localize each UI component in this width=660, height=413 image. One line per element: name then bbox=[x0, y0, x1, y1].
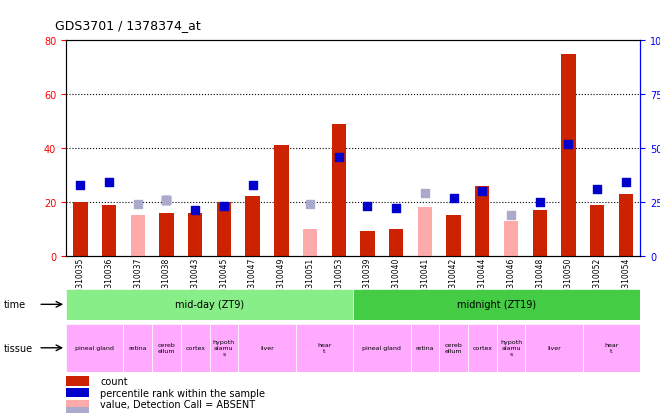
Point bbox=[75, 182, 86, 188]
Point bbox=[362, 203, 373, 210]
Text: retina: retina bbox=[129, 345, 147, 351]
Bar bbox=[389, 229, 403, 256]
Text: retina: retina bbox=[416, 345, 434, 351]
Text: count: count bbox=[100, 376, 128, 386]
Point bbox=[133, 201, 143, 208]
Point bbox=[535, 199, 545, 206]
FancyBboxPatch shape bbox=[238, 324, 296, 372]
Point bbox=[248, 182, 258, 188]
Text: GDS3701 / 1378374_at: GDS3701 / 1378374_at bbox=[55, 19, 200, 32]
Bar bbox=[66, 407, 89, 413]
FancyBboxPatch shape bbox=[296, 324, 353, 372]
Bar bbox=[66, 400, 89, 409]
Text: hypoth
alamu
s: hypoth alamu s bbox=[213, 339, 235, 356]
Point bbox=[620, 180, 631, 186]
Text: cereb
ellum: cereb ellum bbox=[158, 342, 176, 354]
Point bbox=[506, 212, 516, 218]
Text: time: time bbox=[3, 299, 26, 310]
FancyBboxPatch shape bbox=[525, 324, 583, 372]
Text: tissue: tissue bbox=[3, 343, 32, 353]
Point bbox=[161, 197, 172, 204]
Point bbox=[477, 188, 488, 195]
Bar bbox=[475, 186, 490, 256]
Bar bbox=[303, 229, 317, 256]
Point bbox=[592, 186, 603, 193]
Bar bbox=[66, 388, 89, 397]
FancyBboxPatch shape bbox=[66, 324, 123, 372]
Bar bbox=[246, 197, 260, 256]
FancyBboxPatch shape bbox=[210, 324, 238, 372]
Bar bbox=[102, 205, 116, 256]
Text: hypoth
alamu
s: hypoth alamu s bbox=[500, 339, 522, 356]
Text: cortex: cortex bbox=[185, 345, 205, 351]
FancyBboxPatch shape bbox=[353, 324, 411, 372]
Point bbox=[190, 208, 201, 214]
Text: hear
t: hear t bbox=[605, 342, 618, 354]
Point bbox=[333, 154, 344, 161]
Bar bbox=[131, 216, 145, 256]
Point bbox=[305, 201, 315, 208]
Point bbox=[420, 190, 430, 197]
Text: liver: liver bbox=[547, 345, 561, 351]
Point bbox=[218, 203, 229, 210]
FancyBboxPatch shape bbox=[496, 324, 525, 372]
Text: hear
t: hear t bbox=[317, 342, 331, 354]
FancyBboxPatch shape bbox=[152, 324, 181, 372]
FancyBboxPatch shape bbox=[353, 289, 640, 320]
Bar bbox=[216, 202, 231, 256]
Bar bbox=[66, 376, 89, 386]
Bar bbox=[73, 202, 88, 256]
FancyBboxPatch shape bbox=[411, 324, 440, 372]
FancyBboxPatch shape bbox=[440, 324, 468, 372]
Bar bbox=[274, 146, 288, 256]
Bar bbox=[590, 205, 605, 256]
FancyBboxPatch shape bbox=[583, 324, 640, 372]
Text: liver: liver bbox=[260, 345, 274, 351]
Point bbox=[104, 180, 114, 186]
Bar bbox=[561, 55, 576, 256]
Bar bbox=[446, 216, 461, 256]
Text: cereb
ellum: cereb ellum bbox=[445, 342, 463, 354]
Bar bbox=[618, 194, 633, 256]
FancyBboxPatch shape bbox=[468, 324, 496, 372]
Text: percentile rank within the sample: percentile rank within the sample bbox=[100, 388, 265, 398]
FancyBboxPatch shape bbox=[66, 289, 353, 320]
Point bbox=[391, 206, 401, 212]
Bar bbox=[504, 221, 518, 256]
Point bbox=[161, 197, 172, 204]
Bar bbox=[418, 208, 432, 256]
Text: mid-day (ZT9): mid-day (ZT9) bbox=[175, 299, 244, 310]
Text: value, Detection Call = ABSENT: value, Detection Call = ABSENT bbox=[100, 399, 255, 409]
Bar bbox=[533, 210, 547, 256]
Bar bbox=[331, 124, 346, 256]
Bar bbox=[159, 213, 174, 256]
Text: pineal gland: pineal gland bbox=[75, 345, 114, 351]
Bar bbox=[360, 232, 375, 256]
Point bbox=[563, 141, 574, 148]
Point bbox=[448, 195, 459, 202]
Text: cortex: cortex bbox=[473, 345, 492, 351]
FancyBboxPatch shape bbox=[123, 324, 152, 372]
Text: rank, Detection Call = ABSENT: rank, Detection Call = ABSENT bbox=[100, 412, 251, 413]
FancyBboxPatch shape bbox=[181, 324, 210, 372]
Text: midnight (ZT19): midnight (ZT19) bbox=[457, 299, 536, 310]
Bar bbox=[188, 213, 203, 256]
Text: pineal gland: pineal gland bbox=[362, 345, 401, 351]
